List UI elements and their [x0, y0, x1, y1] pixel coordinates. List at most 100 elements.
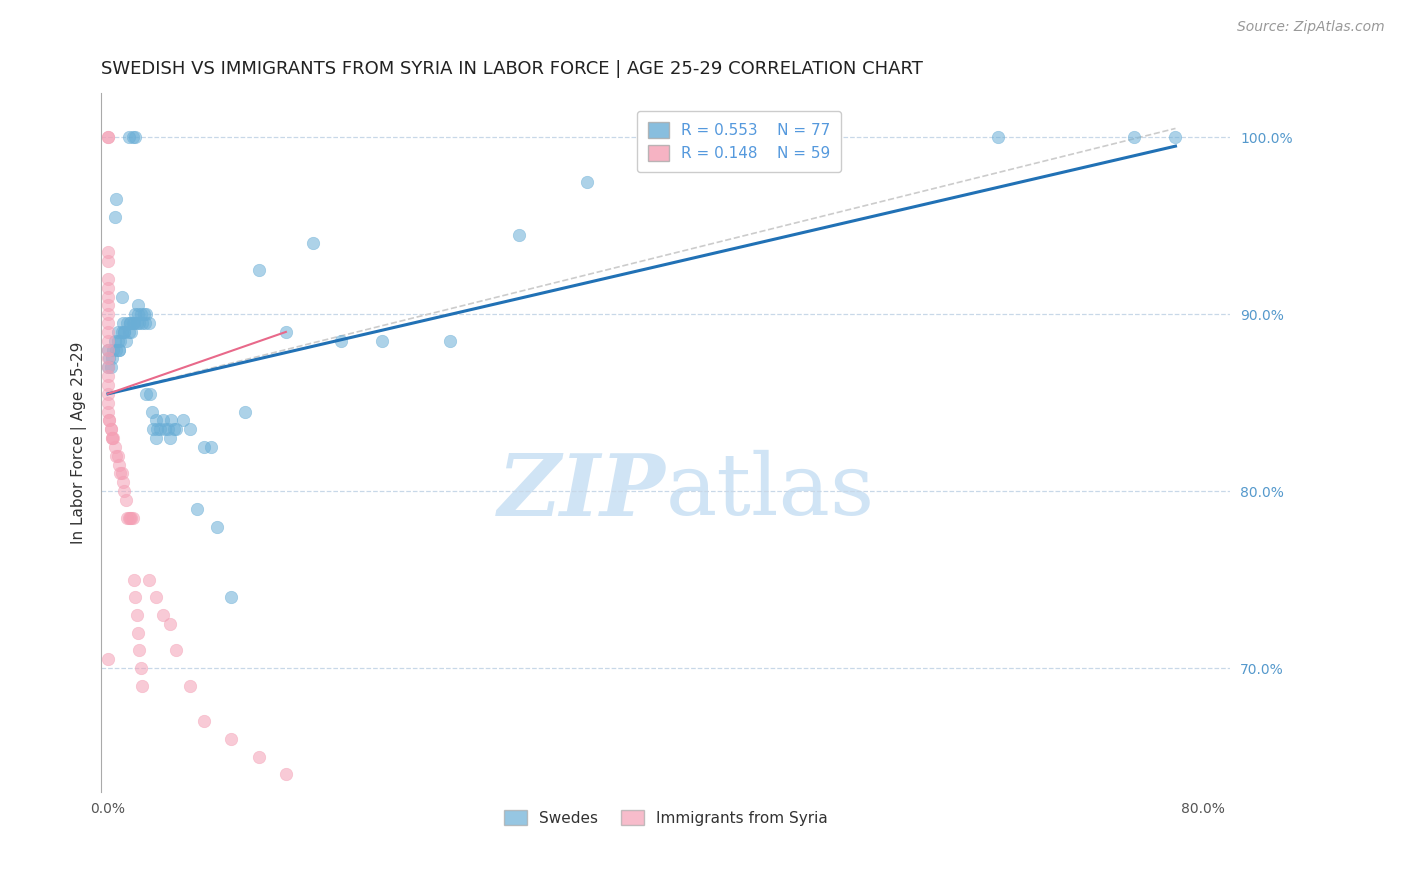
Y-axis label: In Labor Force | Age 25-29: In Labor Force | Age 25-29 — [72, 342, 87, 544]
Point — [108, 343, 131, 357]
Point — [165, 643, 187, 657]
Point — [110, 334, 132, 348]
Point — [124, 591, 146, 605]
Point — [302, 236, 325, 251]
Point — [105, 192, 128, 206]
Point — [112, 475, 135, 490]
Point — [118, 316, 141, 330]
Point — [132, 307, 155, 321]
Point — [98, 413, 121, 427]
Point — [508, 227, 530, 242]
Point — [193, 714, 215, 729]
Point — [145, 413, 167, 427]
Point — [110, 467, 132, 481]
Point — [97, 334, 120, 348]
Point — [97, 298, 120, 312]
Point — [124, 307, 146, 321]
Point — [97, 245, 120, 260]
Point — [152, 413, 174, 427]
Point — [165, 422, 187, 436]
Point — [97, 360, 120, 375]
Point — [121, 316, 143, 330]
Point — [160, 413, 183, 427]
Point — [163, 422, 186, 436]
Point — [97, 652, 120, 666]
Point — [112, 325, 135, 339]
Point — [115, 510, 138, 524]
Point — [97, 325, 120, 339]
Point — [127, 625, 149, 640]
Point — [131, 316, 153, 330]
Point — [125, 316, 148, 330]
Point — [193, 440, 215, 454]
Point — [128, 316, 150, 330]
Point — [219, 731, 242, 746]
Point — [131, 679, 153, 693]
Point — [145, 591, 167, 605]
Point — [105, 343, 128, 357]
Point — [157, 422, 180, 436]
Point — [112, 484, 135, 499]
Point — [155, 422, 177, 436]
Point — [100, 422, 122, 436]
Point — [101, 351, 124, 366]
Point — [122, 316, 145, 330]
Point — [112, 325, 135, 339]
Point — [159, 616, 181, 631]
Point — [108, 458, 131, 472]
Point — [97, 130, 120, 145]
Point — [97, 387, 120, 401]
Point — [149, 422, 172, 436]
Point — [987, 130, 1010, 145]
Point — [439, 334, 461, 348]
Point — [172, 413, 194, 427]
Point — [103, 343, 125, 357]
Point — [114, 334, 136, 348]
Point — [97, 316, 120, 330]
Point — [329, 334, 352, 348]
Point — [247, 749, 270, 764]
Legend: Swedes, Immigrants from Syria: Swedes, Immigrants from Syria — [496, 802, 835, 833]
Point — [103, 431, 125, 445]
Point — [111, 467, 134, 481]
Point — [107, 449, 129, 463]
Point — [118, 316, 141, 330]
Point — [97, 307, 120, 321]
Point — [97, 351, 120, 366]
Point — [274, 325, 297, 339]
Point — [152, 607, 174, 622]
Point — [142, 422, 165, 436]
Point — [97, 254, 120, 268]
Point — [1164, 130, 1187, 145]
Point — [233, 404, 256, 418]
Text: atlas: atlas — [665, 450, 875, 533]
Point — [138, 573, 160, 587]
Point — [127, 298, 149, 312]
Point — [101, 431, 124, 445]
Point — [145, 431, 167, 445]
Point — [121, 130, 143, 145]
Point — [121, 510, 143, 524]
Point — [179, 422, 201, 436]
Point — [97, 343, 120, 357]
Point — [97, 272, 120, 286]
Point — [100, 360, 122, 375]
Point — [780, 130, 803, 145]
Point — [129, 307, 152, 321]
Text: Source: ZipAtlas.com: Source: ZipAtlas.com — [1237, 20, 1385, 34]
Text: ZIP: ZIP — [498, 450, 665, 533]
Point — [105, 449, 128, 463]
Point — [159, 431, 181, 445]
Point — [124, 130, 146, 145]
Point — [115, 316, 138, 330]
Point — [120, 325, 142, 339]
Point — [247, 263, 270, 277]
Point — [97, 281, 120, 295]
Point — [97, 369, 120, 384]
Point — [97, 360, 120, 375]
Point — [141, 404, 163, 418]
Point — [146, 422, 169, 436]
Text: SWEDISH VS IMMIGRANTS FROM SYRIA IN LABOR FORCE | AGE 25-29 CORRELATION CHART: SWEDISH VS IMMIGRANTS FROM SYRIA IN LABO… — [101, 60, 922, 78]
Point — [117, 130, 139, 145]
Point — [111, 325, 134, 339]
